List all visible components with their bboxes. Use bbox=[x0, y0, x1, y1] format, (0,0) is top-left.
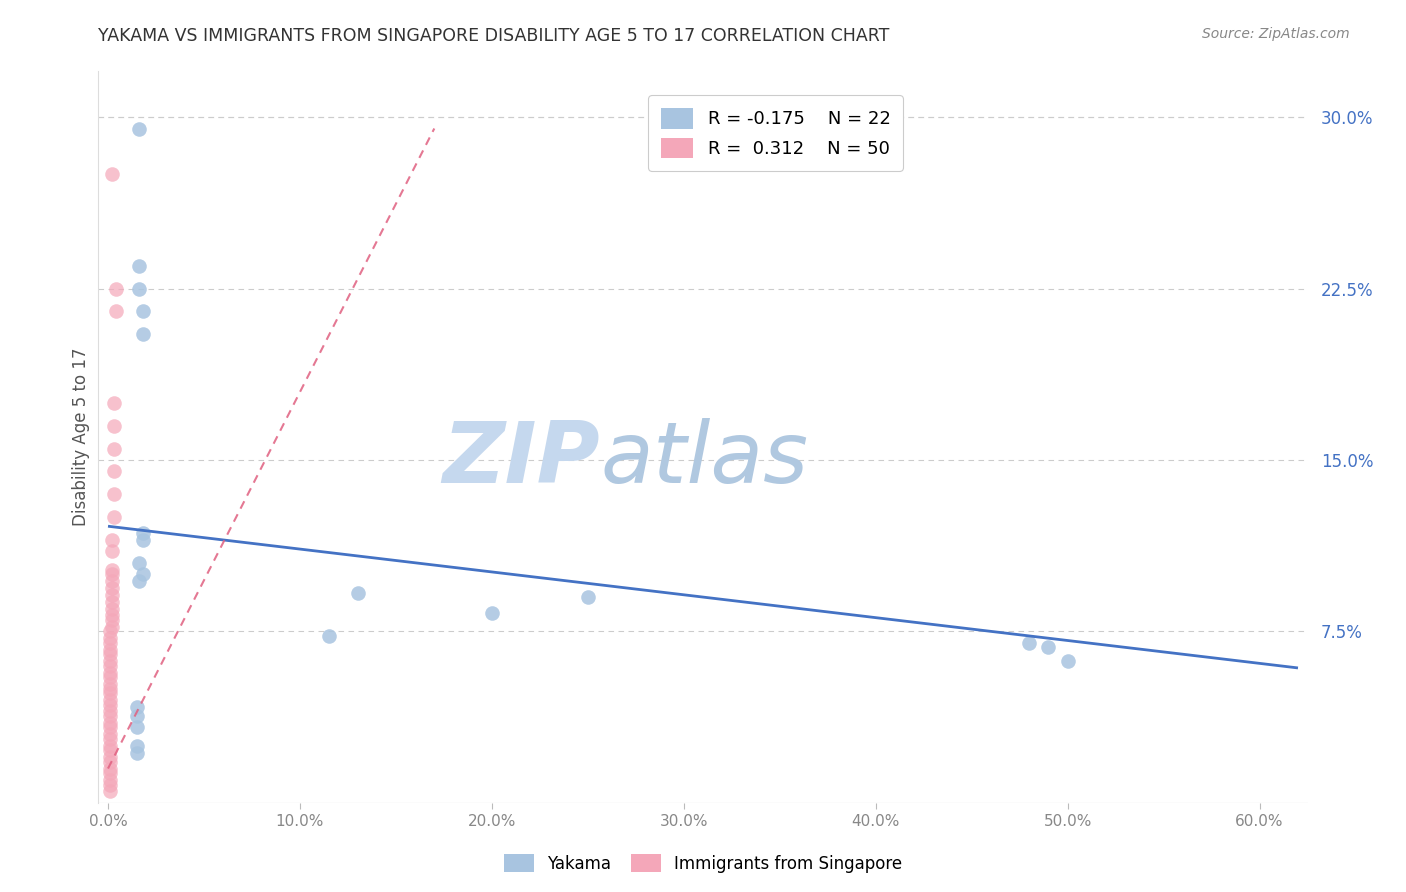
Text: YAKAMA VS IMMIGRANTS FROM SINGAPORE DISABILITY AGE 5 TO 17 CORRELATION CHART: YAKAMA VS IMMIGRANTS FROM SINGAPORE DISA… bbox=[98, 27, 890, 45]
Point bbox=[128, 259, 150, 273]
Point bbox=[101, 601, 124, 615]
Point bbox=[1056, 654, 1078, 668]
Point bbox=[98, 642, 121, 657]
Point bbox=[103, 442, 125, 456]
Point bbox=[98, 739, 121, 753]
Y-axis label: Disability Age 5 to 17: Disability Age 5 to 17 bbox=[72, 348, 90, 526]
Point bbox=[98, 750, 121, 764]
Point bbox=[98, 766, 121, 780]
Point bbox=[128, 556, 150, 570]
Point bbox=[101, 581, 124, 595]
Text: ZIP: ZIP bbox=[443, 417, 600, 500]
Point bbox=[98, 743, 121, 757]
Point bbox=[98, 772, 121, 787]
Point bbox=[318, 629, 340, 643]
Point bbox=[98, 693, 121, 707]
Point bbox=[98, 647, 121, 661]
Point bbox=[125, 709, 148, 723]
Point bbox=[98, 727, 121, 741]
Point bbox=[98, 624, 121, 639]
Point bbox=[103, 510, 125, 524]
Point bbox=[125, 739, 148, 753]
Point bbox=[346, 585, 368, 599]
Point bbox=[103, 487, 125, 501]
Point bbox=[101, 167, 124, 181]
Point bbox=[131, 304, 153, 318]
Point bbox=[98, 705, 121, 719]
Point bbox=[101, 613, 124, 627]
Point bbox=[101, 588, 124, 602]
Point bbox=[98, 686, 121, 700]
Point bbox=[481, 606, 503, 620]
Point bbox=[1038, 640, 1060, 655]
Point bbox=[98, 762, 121, 776]
Point bbox=[98, 654, 121, 668]
Point bbox=[1018, 636, 1040, 650]
Point bbox=[131, 533, 153, 547]
Point bbox=[104, 304, 127, 318]
Point bbox=[128, 574, 150, 588]
Point bbox=[125, 699, 148, 714]
Legend: Yakama, Immigrants from Singapore: Yakama, Immigrants from Singapore bbox=[496, 847, 910, 880]
Point bbox=[103, 464, 125, 478]
Text: atlas: atlas bbox=[600, 417, 808, 500]
Point bbox=[98, 698, 121, 712]
Point bbox=[101, 608, 124, 623]
Point bbox=[101, 544, 124, 558]
Point bbox=[98, 632, 121, 646]
Point bbox=[98, 720, 121, 734]
Point bbox=[98, 658, 121, 673]
Point bbox=[131, 567, 153, 582]
Point bbox=[576, 590, 599, 604]
Point bbox=[131, 327, 153, 342]
Point bbox=[98, 715, 121, 730]
Point bbox=[98, 665, 121, 680]
Point bbox=[101, 533, 124, 547]
Point bbox=[131, 526, 153, 541]
Point bbox=[98, 777, 121, 792]
Point bbox=[128, 121, 150, 136]
Point bbox=[103, 418, 125, 433]
Legend: R = -0.175    N = 22, R =  0.312    N = 50: R = -0.175 N = 22, R = 0.312 N = 50 bbox=[648, 95, 903, 171]
Point bbox=[101, 567, 124, 582]
Point bbox=[98, 670, 121, 684]
Point bbox=[125, 746, 148, 760]
Point bbox=[98, 755, 121, 769]
Point bbox=[98, 709, 121, 723]
Point bbox=[101, 574, 124, 588]
Point bbox=[103, 396, 125, 410]
Point bbox=[98, 636, 121, 650]
Point bbox=[101, 620, 124, 634]
Point bbox=[98, 784, 121, 798]
Point bbox=[98, 731, 121, 746]
Point bbox=[98, 677, 121, 691]
Point bbox=[101, 563, 124, 577]
Point bbox=[98, 681, 121, 696]
Point bbox=[128, 281, 150, 295]
Text: Source: ZipAtlas.com: Source: ZipAtlas.com bbox=[1202, 27, 1350, 41]
Point bbox=[101, 594, 124, 608]
Point bbox=[125, 720, 148, 734]
Point bbox=[104, 281, 127, 295]
